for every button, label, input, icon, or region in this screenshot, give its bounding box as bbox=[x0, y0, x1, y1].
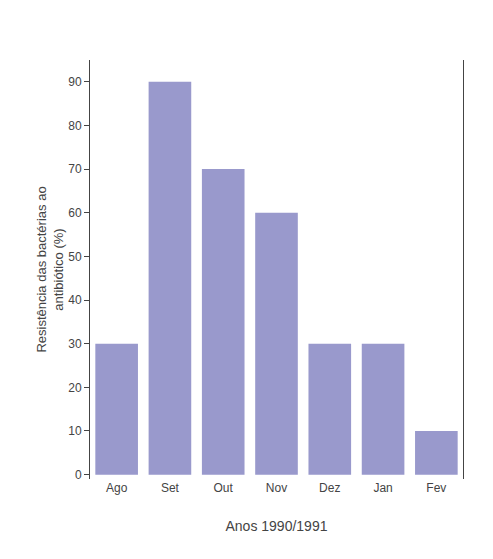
svg-text:Anos 1990/1991: Anos 1990/1991 bbox=[226, 518, 328, 534]
svg-text:Ago: Ago bbox=[106, 481, 128, 495]
svg-text:0: 0 bbox=[75, 468, 82, 482]
svg-text:Nov: Nov bbox=[266, 481, 287, 495]
svg-text:80: 80 bbox=[68, 119, 82, 133]
svg-text:20: 20 bbox=[68, 381, 82, 395]
svg-text:50: 50 bbox=[68, 250, 82, 264]
svg-text:70: 70 bbox=[68, 162, 82, 176]
svg-text:10: 10 bbox=[68, 424, 82, 438]
svg-text:30: 30 bbox=[68, 337, 82, 351]
svg-text:60: 60 bbox=[68, 206, 82, 220]
svg-text:Set: Set bbox=[161, 481, 180, 495]
svg-text:Fev: Fev bbox=[426, 481, 446, 495]
svg-text:40: 40 bbox=[68, 293, 82, 307]
svg-text:Out: Out bbox=[214, 481, 234, 495]
svg-text:Jan: Jan bbox=[373, 481, 392, 495]
svg-text:Resistência das bactérias aoan: Resistência das bactérias aoantibiótico … bbox=[34, 186, 66, 352]
svg-text:Dez: Dez bbox=[319, 481, 340, 495]
svg-text:90: 90 bbox=[68, 75, 82, 89]
